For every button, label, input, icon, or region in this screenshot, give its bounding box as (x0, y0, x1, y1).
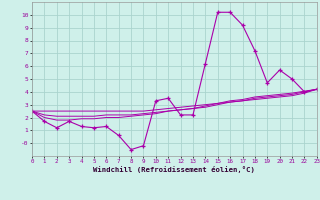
X-axis label: Windchill (Refroidissement éolien,°C): Windchill (Refroidissement éolien,°C) (93, 166, 255, 173)
